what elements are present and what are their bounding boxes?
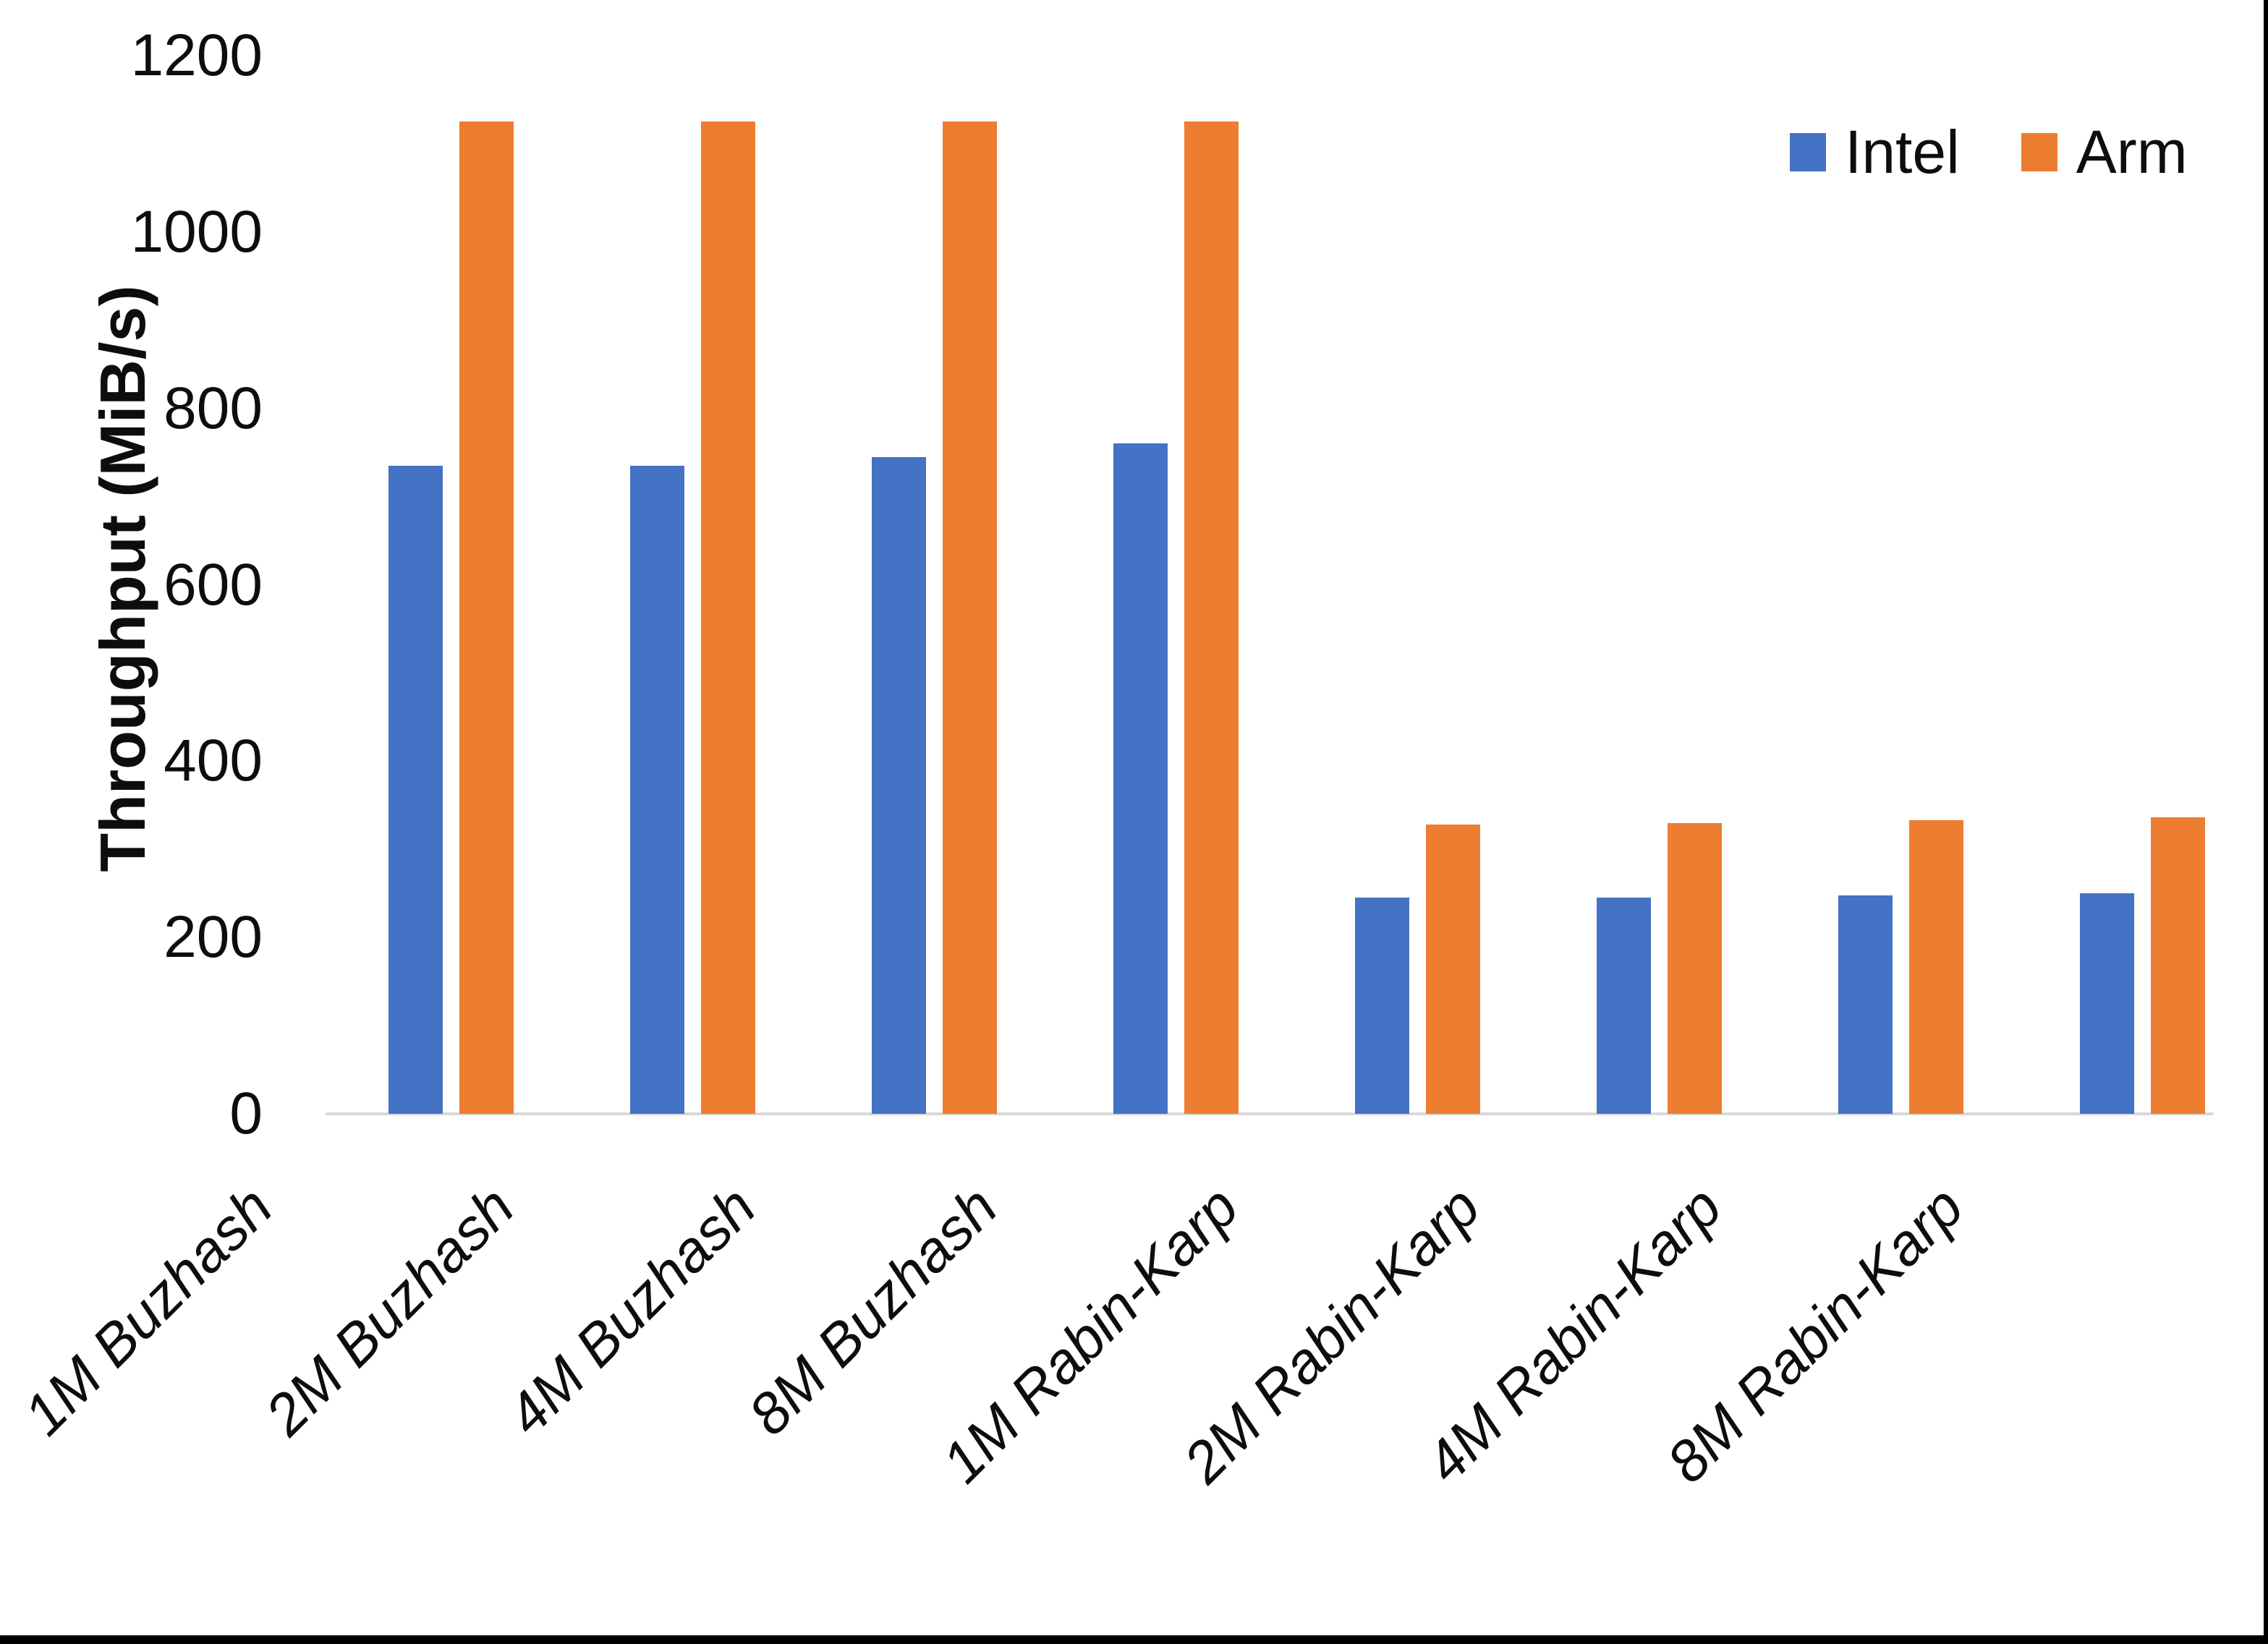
bottom-border-band: [0, 1635, 2268, 1644]
bar-intel-8m-rabin-karp: [2080, 893, 2134, 1114]
x-tick-label: 2M Buzhash: [252, 1174, 526, 1447]
bar-intel-1m-buzhash: [388, 466, 443, 1114]
right-border-band: [2264, 0, 2268, 1644]
bar-arm-4m-buzhash: [943, 122, 997, 1114]
bar-arm-8m-buzhash: [1184, 122, 1239, 1114]
x-axis-line: [326, 1112, 2214, 1115]
bar-arm-2m-rabin-karp: [1668, 823, 1722, 1114]
y-tick-label: 0: [229, 1081, 263, 1146]
bar-arm-8m-rabin-karp: [2151, 817, 2205, 1114]
legend: Intel Arm: [1790, 122, 2188, 182]
bar-arm-1m-buzhash: [459, 122, 514, 1114]
y-tick-label: 600: [163, 551, 263, 618]
y-tick-label: 400: [163, 728, 263, 794]
bar-intel-4m-rabin-karp: [1838, 895, 1893, 1114]
bar-intel-1m-rabin-karp: [1355, 898, 1409, 1114]
y-tick-label: 200: [163, 904, 263, 971]
y-tick-label: 1000: [130, 198, 263, 265]
bar-arm-1m-rabin-karp: [1426, 825, 1480, 1114]
legend-label: Arm: [2076, 118, 2188, 186]
x-tick-label: 8M Buzhash: [736, 1174, 1009, 1447]
bar-intel-2m-buzhash: [630, 466, 684, 1114]
legend-swatch-arm: [2021, 132, 2057, 171]
legend-swatch-intel: [1790, 132, 1826, 171]
bar-intel-4m-buzhash: [872, 457, 926, 1114]
bar-intel-8m-buzhash: [1113, 443, 1168, 1114]
legend-item-intel: Intel: [1790, 122, 1960, 182]
bar-arm-2m-buzhash: [701, 122, 755, 1114]
x-tick-label: 1M Buzhash: [11, 1174, 284, 1447]
bar-intel-2m-rabin-karp: [1597, 898, 1651, 1114]
y-tick-label: 1200: [130, 22, 263, 88]
bar-arm-4m-rabin-karp: [1909, 820, 1963, 1114]
y-tick-label: 800: [163, 375, 263, 441]
legend-label: Intel: [1845, 118, 1960, 186]
x-tick-label: 4M Buzhash: [494, 1174, 768, 1447]
legend-item-arm: Arm: [2021, 122, 2188, 182]
